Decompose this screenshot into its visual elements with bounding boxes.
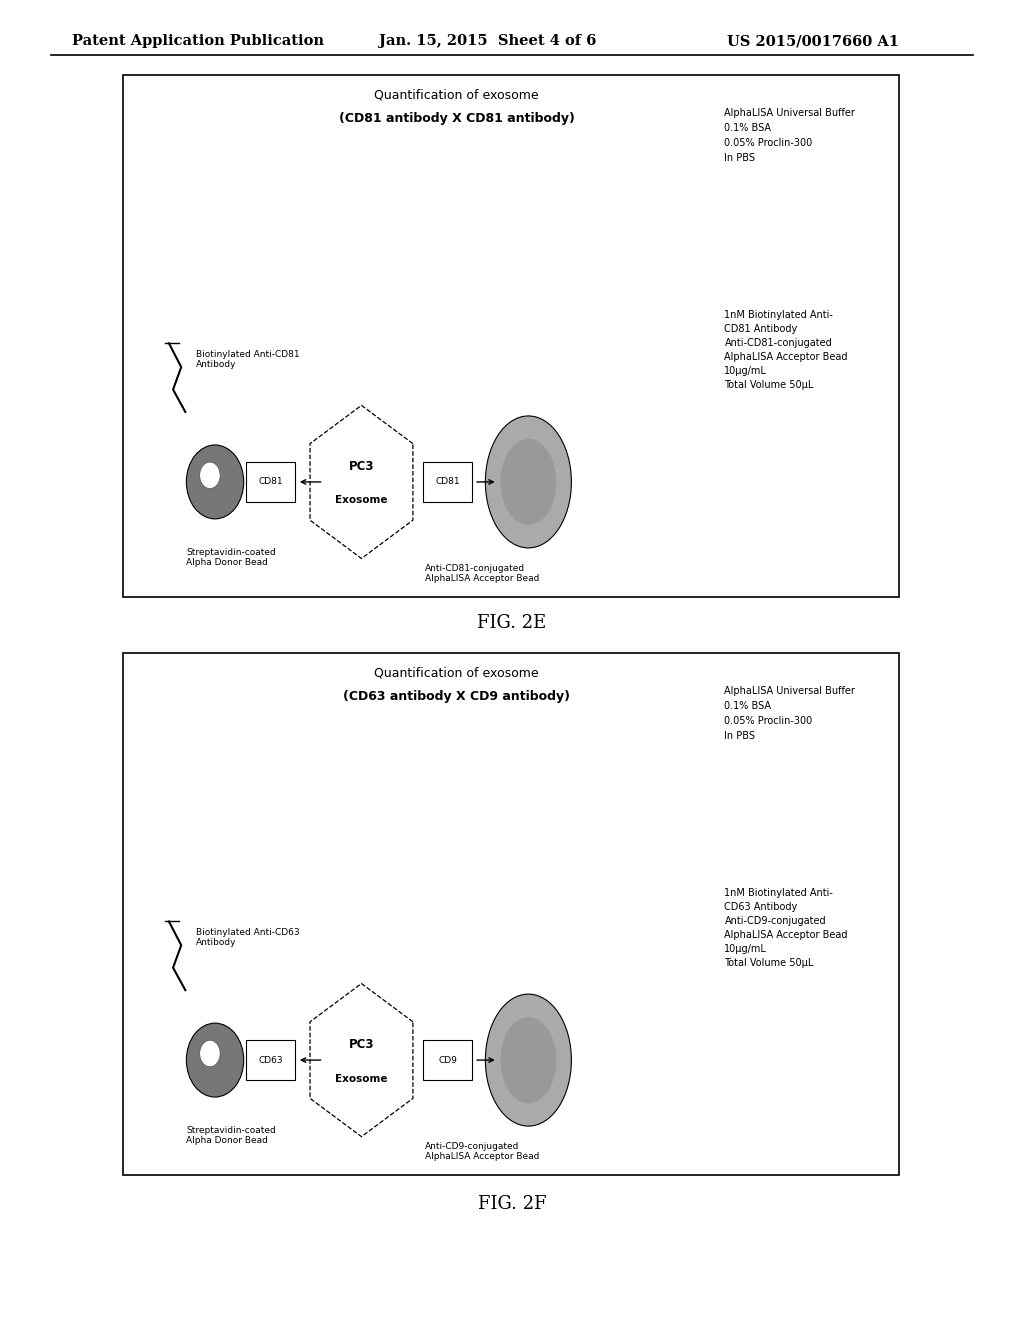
Text: Quantification of exosome: Quantification of exosome — [375, 667, 539, 680]
X-axis label: Signal (Counts): Signal (Counts) — [310, 401, 396, 412]
Text: PC3: PC3 — [349, 1038, 374, 1051]
Text: 1nM Biotinylated Anti-
CD81 Antibody
Anti-CD81-conjugated
AlphaLISA Acceptor Bea: 1nM Biotinylated Anti- CD81 Antibody Ant… — [724, 310, 848, 389]
Text: y = 0.0186x: y = 0.0186x — [358, 160, 419, 169]
Text: Patent Application Publication: Patent Application Publication — [72, 34, 324, 49]
Point — [404, 726, 421, 747]
Text: CD81: CD81 — [435, 478, 460, 487]
Text: Exosome: Exosome — [335, 1073, 388, 1084]
Text: Biotinylated Anti-CD81
Antibody: Biotinylated Anti-CD81 Antibody — [196, 350, 299, 370]
Text: Biotinylated Anti-CD63
Antibody: Biotinylated Anti-CD63 Antibody — [196, 928, 299, 948]
Text: (CD81 antibody X CD81 antibody): (CD81 antibody X CD81 antibody) — [339, 112, 574, 125]
Text: AlphaLISA Universal Buffer
0.1% BSA
0.05% Proclin-300
In PBS: AlphaLISA Universal Buffer 0.1% BSA 0.05… — [724, 686, 855, 741]
Point — [207, 945, 223, 966]
Text: Quantification of exosome: Quantification of exosome — [375, 88, 539, 102]
Point — [207, 367, 223, 388]
Text: PC3: PC3 — [349, 459, 374, 473]
Text: y = 0.0341x: y = 0.0341x — [358, 738, 419, 747]
Text: Anti-CD81-conjugated
AlphaLISA Acceptor Bead: Anti-CD81-conjugated AlphaLISA Acceptor … — [425, 564, 540, 583]
Text: (CD63 antibody X CD9 antibody): (CD63 antibody X CD9 antibody) — [343, 690, 570, 704]
Text: CD63: CD63 — [258, 1056, 283, 1065]
Text: AlphaLISA Universal Buffer
0.1% BSA
0.05% Proclin-300
In PBS: AlphaLISA Universal Buffer 0.1% BSA 0.05… — [724, 108, 855, 162]
Y-axis label: Protein concentration
(μg/ml): Protein concentration (μg/ml) — [172, 187, 194, 308]
Text: Exosome: Exosome — [335, 495, 388, 506]
Text: R² = 0.996: R² = 0.996 — [358, 763, 412, 774]
Point — [251, 896, 267, 917]
Point — [212, 940, 228, 961]
X-axis label: Signal (Counts): Signal (Counts) — [310, 979, 396, 990]
Text: Jan. 15, 2015  Sheet 4 of 6: Jan. 15, 2015 Sheet 4 of 6 — [379, 34, 596, 49]
Text: US 2015/0017660 A1: US 2015/0017660 A1 — [727, 34, 899, 49]
Text: FIG. 2E: FIG. 2E — [477, 614, 547, 632]
Text: Streptavidin-coated
Alpha Donor Bead: Streptavidin-coated Alpha Donor Bead — [186, 1126, 276, 1146]
Text: 1nM Biotinylated Anti-
CD63 Antibody
Anti-CD9-conjugated
AlphaLISA Acceptor Bead: 1nM Biotinylated Anti- CD63 Antibody Ant… — [724, 888, 848, 968]
Text: R² = 0.9985: R² = 0.9985 — [358, 185, 418, 195]
Text: CD9: CD9 — [438, 1056, 457, 1065]
Text: Anti-CD9-conjugated
AlphaLISA Acceptor Bead: Anti-CD9-conjugated AlphaLISA Acceptor B… — [425, 1142, 540, 1162]
Point — [437, 124, 454, 145]
Text: FIG. 2F: FIG. 2F — [477, 1195, 547, 1213]
Y-axis label: Protein concentration
(μg/ml): Protein concentration (μg/ml) — [172, 766, 194, 886]
Point — [212, 362, 228, 383]
Text: CD81: CD81 — [258, 478, 283, 487]
Text: Streptavidin-coated
Alpha Donor Bead: Streptavidin-coated Alpha Donor Bead — [186, 548, 276, 568]
Point — [258, 313, 274, 334]
